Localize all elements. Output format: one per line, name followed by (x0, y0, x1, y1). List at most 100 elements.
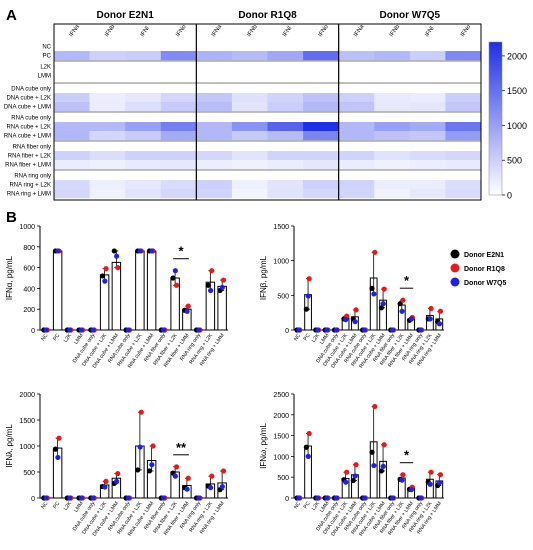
heatmap-cell (54, 71, 90, 81)
data-point (296, 327, 302, 333)
heatmap-cell (338, 122, 375, 132)
heatmap-cell (196, 160, 233, 170)
data-point (173, 282, 180, 288)
heatmap-cell (409, 71, 446, 81)
heatmap-cell (445, 93, 482, 103)
y-tick-label: 0 (31, 328, 35, 335)
data-point (427, 481, 433, 487)
heatmap-cell (125, 122, 162, 132)
heatmap-cell (338, 160, 375, 170)
bar (135, 250, 145, 331)
y-tick-label: 0 (31, 496, 35, 503)
data-point (390, 327, 396, 333)
colorbar-tick-label: 2000 (507, 51, 527, 61)
heatmap-cell (231, 93, 268, 103)
data-point (103, 478, 109, 484)
heatmap-column-label: IFNb (389, 24, 402, 39)
x-tick-label: LMM (319, 501, 331, 514)
heatmap-cell (125, 160, 162, 170)
heatmap-cell (54, 84, 90, 94)
y-tick-label: 500 (23, 470, 35, 477)
data-point (172, 473, 178, 479)
heatmap-cell (338, 180, 375, 190)
data-point (371, 462, 377, 469)
heatmap-cell (160, 131, 197, 141)
heatmap-column-label: IFNl (140, 26, 151, 38)
x-tick-label: PC (52, 501, 61, 511)
heatmap-row-label: PC (43, 54, 52, 60)
data-point (56, 435, 62, 441)
y-tick-label: 500 (277, 475, 289, 482)
bar (111, 261, 122, 331)
heatmap-row-label: RNA fiber + L2K (8, 154, 51, 160)
data-point (115, 470, 121, 477)
data-point (161, 327, 167, 333)
heatmap-cell (54, 122, 90, 132)
heatmap-cell (160, 151, 197, 161)
heatmap-cell (303, 160, 339, 170)
heatmap-cell (54, 93, 90, 103)
data-point (125, 495, 131, 501)
heatmap-cell (445, 42, 482, 52)
colorbar: 0 500 1000 1500 2000 (488, 41, 527, 201)
heatmap-cell (267, 42, 304, 52)
heatmap-cell (54, 113, 90, 123)
heatmap-cell (409, 160, 446, 170)
heatmap-cell (409, 189, 446, 199)
data-point (380, 463, 386, 469)
heatmap-cell (89, 151, 126, 161)
heatmap-cell (125, 131, 162, 141)
heatmap-cell (160, 189, 197, 199)
heatmap-row-label: L2K (40, 65, 51, 71)
data-point (185, 303, 191, 309)
heatmap-cell (231, 160, 268, 170)
x-tick-label: L2K (311, 332, 322, 343)
heatmap-column-label: IFNa (353, 24, 366, 39)
heatmap-cell (160, 71, 197, 81)
heatmap-cell (374, 122, 411, 132)
data-point (436, 321, 443, 327)
data-point (437, 472, 444, 478)
data-point (353, 462, 359, 468)
heatmap-cell (303, 51, 339, 61)
data-point (115, 265, 121, 271)
heatmap-row-label: RNA fiber only (13, 145, 51, 151)
data-point (343, 317, 349, 323)
x-tick-label: LMM (73, 333, 85, 346)
heatmap-cell (338, 84, 375, 94)
data-point (172, 268, 178, 274)
heatmap-cell (231, 62, 268, 72)
heatmap-cell (374, 160, 411, 170)
heatmap-cell (409, 62, 446, 72)
heatmap-column-label: IFNb (246, 24, 259, 39)
heatmap-cell (125, 171, 162, 181)
heatmap-cell (303, 84, 339, 94)
significance-label: * (404, 448, 410, 463)
data-point (381, 286, 387, 292)
heatmap-cell (231, 84, 268, 94)
data-point (90, 495, 96, 501)
data-point (418, 495, 424, 501)
heatmap-cell (303, 142, 339, 152)
legend-marker (450, 249, 460, 259)
heatmap-cell (160, 62, 197, 72)
legend-label: Donor E2N1 (464, 252, 504, 259)
heatmap-cell (89, 42, 126, 52)
heatmap-cell (89, 122, 126, 132)
heatmap-cell (196, 189, 233, 199)
data-point (350, 477, 356, 484)
heatmap-cell (54, 171, 90, 181)
data-point (149, 248, 155, 254)
data-point (67, 495, 73, 501)
heatmap-cell (267, 113, 304, 123)
data-point (399, 477, 405, 483)
data-point (137, 444, 143, 450)
heatmap-cell (338, 151, 375, 161)
data-point (135, 467, 141, 473)
heatmap-cell (196, 71, 233, 81)
heatmap-cell (338, 131, 375, 141)
y-tick-label: 1500 (19, 418, 35, 425)
data-point (55, 248, 61, 254)
